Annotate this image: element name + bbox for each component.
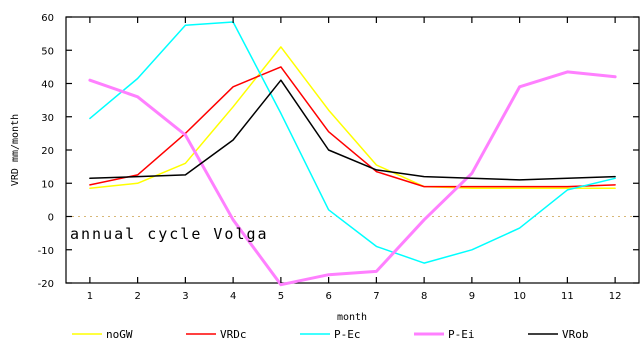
y-tick-label: 10: [41, 179, 54, 190]
y-tick-label: 40: [41, 80, 54, 91]
legend-label-nogw: noGW: [106, 328, 133, 341]
x-axis-label: month: [337, 312, 367, 323]
x-tick-label: 7: [373, 291, 379, 302]
x-tick-label: 9: [469, 291, 475, 302]
y-tick-label: 20: [41, 146, 54, 157]
legend-label-p-ei: P-Ei: [448, 328, 475, 341]
y-tick-label: 60: [41, 13, 54, 24]
x-tick-label: 11: [561, 291, 574, 302]
series-line-vrob: [89, 79, 616, 181]
y-tick-label: -10: [38, 246, 54, 257]
y-tick-label: 50: [41, 46, 54, 57]
x-tick-label: 5: [278, 291, 284, 302]
legend-label-vrdc: VRDc: [220, 328, 247, 341]
series-line-nogw: [89, 46, 616, 189]
legend-label-p-ec: P-Ec: [334, 328, 361, 341]
y-tick-label: -20: [38, 279, 54, 290]
y-tick-label: 0: [48, 213, 54, 224]
series-line-vrdc: [89, 66, 616, 188]
legend-label-vrob: VRob: [562, 328, 589, 341]
chart-annotation: annual cycle Volga: [70, 225, 269, 243]
series-line-p-ec: [89, 21, 616, 264]
y-axis-label: VRD mm/month: [10, 114, 21, 186]
plot-frame: [65, 16, 640, 284]
x-tick-label: 1: [87, 291, 93, 302]
y-tick-label: 30: [41, 113, 54, 124]
x-tick-label: 8: [421, 291, 427, 302]
x-tick-label: 4: [230, 291, 236, 302]
x-tick-label: 2: [134, 291, 140, 302]
x-tick-label: 12: [609, 291, 622, 302]
x-tick-label: 6: [325, 291, 331, 302]
series-line-p-ei: [88, 70, 617, 287]
x-tick-label: 3: [182, 291, 188, 302]
x-tick-label: 10: [513, 291, 526, 302]
